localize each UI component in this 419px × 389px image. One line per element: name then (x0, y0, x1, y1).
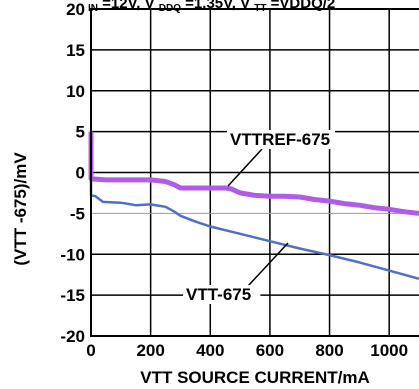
x-tick-label: 400 (196, 341, 224, 360)
x-tick-label: 0 (86, 341, 95, 360)
annotation-bg-vtt-675 (183, 285, 261, 304)
annotation-bg-vttref-675 (227, 130, 335, 149)
x-tick-labels: 0 200 400 600 800 1000 (86, 341, 408, 360)
annotation-leader-vttref-675 (227, 148, 263, 187)
y-tick-label: 20 (66, 0, 85, 19)
y-tick-label: -15 (60, 286, 85, 305)
y-tick-labels: 20 15 10 5 0 -5 -10 -15 -20 (60, 0, 85, 346)
series-layer (88, 131, 419, 281)
plot-frame (90, 8, 419, 337)
header-text-6: =VDDQ/2 (271, 0, 336, 12)
y-tick-label: -5 (70, 204, 85, 223)
x-tick-label: 200 (136, 341, 164, 360)
y-tick-label: -20 (60, 327, 85, 346)
x-tick-label: 800 (315, 341, 343, 360)
annotation-leader-vtt-675 (247, 242, 289, 287)
y-tick-label: -10 (60, 245, 85, 264)
y-axis-title: (VTT -675)/mV (11, 152, 30, 266)
y-tick-label: 0 (76, 164, 85, 183)
series-line-vtt-675 (89, 180, 419, 281)
header-text-4: =1.35V, V (185, 0, 250, 12)
series-line-vttref-675 (88, 131, 419, 216)
annotation-label-vttref-675: VTTREF-675 (230, 130, 330, 149)
annotation-layer: VTTREF-675 VTT-675 (183, 130, 335, 304)
y-tick-label: 10 (66, 82, 85, 101)
x-tick-label: 600 (256, 341, 284, 360)
x-axis-title: VTT SOURCE CURRENT/mA (140, 368, 370, 387)
y-tick-label: 5 (76, 123, 85, 142)
header-text-2: =12V, V (102, 0, 154, 12)
x-tick-label: 1000 (370, 341, 408, 360)
y-tick-label: 15 (66, 41, 85, 60)
annotation-label-vtt-675: VTT-675 (186, 285, 251, 304)
